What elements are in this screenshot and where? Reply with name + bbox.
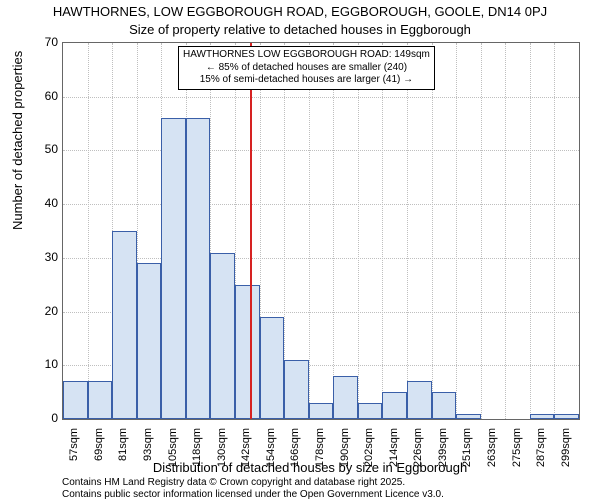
histogram-bar: [137, 263, 162, 419]
histogram-bar: [260, 317, 285, 419]
gridline-v: [554, 43, 555, 419]
histogram-bar: [210, 253, 235, 420]
x-axis-label: Distribution of detached houses by size …: [0, 460, 600, 475]
gridline-v: [88, 43, 89, 419]
footer-line1: Contains HM Land Registry data © Crown c…: [62, 477, 444, 489]
annotation-line1: HAWTHORNES LOW EGGBOROUGH ROAD: 149sqm: [183, 49, 430, 62]
gridline-v: [456, 43, 457, 419]
histogram-bar: [309, 403, 334, 419]
y-axis-label-text: Number of detached properties: [10, 51, 25, 230]
y-tick-label: 60: [28, 89, 58, 103]
histogram-bar: [235, 285, 260, 419]
y-tick-label: 40: [28, 196, 58, 210]
title-sub: Size of property relative to detached ho…: [0, 22, 600, 37]
y-tick-label: 30: [28, 250, 58, 264]
y-tick-label: 50: [28, 142, 58, 156]
gridline-v: [481, 43, 482, 419]
gridline-h: [63, 97, 579, 98]
y-tick-label: 70: [28, 35, 58, 49]
y-tick-label: 10: [28, 357, 58, 371]
chart-container: HAWTHORNES, LOW EGGBOROUGH ROAD, EGGBORO…: [0, 0, 600, 500]
gridline-v: [407, 43, 408, 419]
histogram-bar: [63, 381, 88, 419]
title-main: HAWTHORNES, LOW EGGBOROUGH ROAD, EGGBORO…: [0, 4, 600, 19]
histogram-bar: [112, 231, 137, 419]
gridline-h: [63, 204, 579, 205]
footer-attribution: Contains HM Land Registry data © Crown c…: [62, 477, 444, 500]
histogram-bar: [530, 414, 555, 419]
gridline-v: [530, 43, 531, 419]
footer-line2: Contains public sector information licen…: [62, 489, 444, 500]
histogram-bar: [456, 414, 481, 419]
histogram-bar: [407, 381, 432, 419]
histogram-bar: [358, 403, 383, 419]
gridline-v: [505, 43, 506, 419]
y-axis-label: Number of detached properties: [10, 51, 25, 230]
annotation-line3: 15% of semi-detached houses are larger (…: [183, 74, 430, 87]
histogram-bar: [284, 360, 309, 419]
gridline-v: [333, 43, 334, 419]
histogram-bar: [333, 376, 358, 419]
gridline-h: [63, 150, 579, 151]
histogram-bar: [161, 118, 186, 419]
plot-area: HAWTHORNES LOW EGGBOROUGH ROAD: 149sqm← …: [62, 42, 580, 420]
marker-line: [250, 43, 252, 419]
histogram-bar: [382, 392, 407, 419]
y-tick-label: 0: [28, 411, 58, 425]
histogram-bar: [554, 414, 579, 419]
gridline-h: [63, 258, 579, 259]
y-tick-label: 20: [28, 304, 58, 318]
gridline-v: [309, 43, 310, 419]
gridline-v: [358, 43, 359, 419]
histogram-bar: [186, 118, 211, 419]
annotation-line2: ← 85% of detached houses are smaller (24…: [183, 62, 430, 75]
annotation-box: HAWTHORNES LOW EGGBOROUGH ROAD: 149sqm← …: [178, 46, 435, 90]
histogram-bar: [432, 392, 457, 419]
gridline-v: [382, 43, 383, 419]
gridline-v: [432, 43, 433, 419]
histogram-bar: [88, 381, 113, 419]
